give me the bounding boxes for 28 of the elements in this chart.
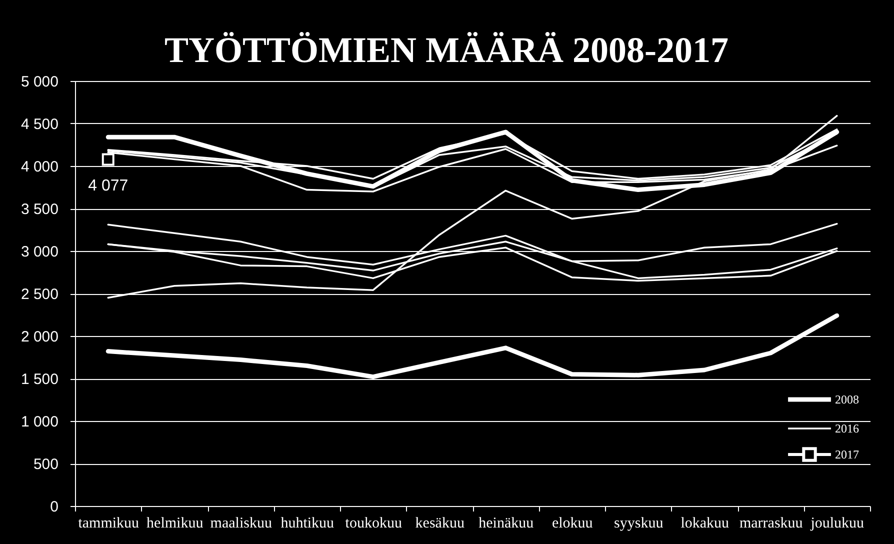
legend-label: 2016 bbox=[835, 422, 859, 436]
y-tick-label: 5 000 bbox=[20, 74, 58, 90]
y-tick-label: 1 500 bbox=[20, 371, 58, 388]
x-tick-label: tammikuu bbox=[78, 516, 140, 532]
data-label: 4 077 bbox=[88, 177, 128, 194]
y-tick-label: 1 000 bbox=[20, 414, 58, 430]
x-tick-label: toukokuu bbox=[345, 516, 402, 532]
x-tick-label: lokakuu bbox=[680, 516, 730, 532]
x-tick-label: joulukuu bbox=[810, 516, 865, 532]
x-tick-label: heinäkuu bbox=[478, 516, 534, 532]
y-tick-label: 3 000 bbox=[20, 244, 58, 260]
y-tick-label: 500 bbox=[33, 456, 58, 473]
legend-label: 2017 bbox=[835, 448, 859, 462]
x-tick-label: huhtikuu bbox=[280, 516, 335, 532]
x-tick-label: syyskuu bbox=[614, 516, 664, 532]
x-tick-label: maaliskuu bbox=[210, 516, 272, 532]
y-tick-label: 4 000 bbox=[20, 158, 58, 176]
x-tick-label: elokuu bbox=[552, 516, 594, 532]
y-tick-label: 2 500 bbox=[20, 286, 58, 303]
x-tick-label: marraskuu bbox=[739, 516, 804, 532]
chart-title: TYÖTTÖMIEN MÄÄRÄ 2008-2017 bbox=[164, 30, 728, 70]
x-tick-label: kesäkuu bbox=[415, 516, 465, 532]
legend-label: 2008 bbox=[835, 392, 859, 406]
x-tick-label: helmikuu bbox=[146, 516, 204, 532]
y-tick-label: 0 bbox=[50, 498, 58, 516]
y-tick-label: 2 000 bbox=[20, 328, 58, 346]
y-tick-label: 4 500 bbox=[20, 116, 58, 133]
y-tick-label: 3 500 bbox=[20, 201, 58, 218]
